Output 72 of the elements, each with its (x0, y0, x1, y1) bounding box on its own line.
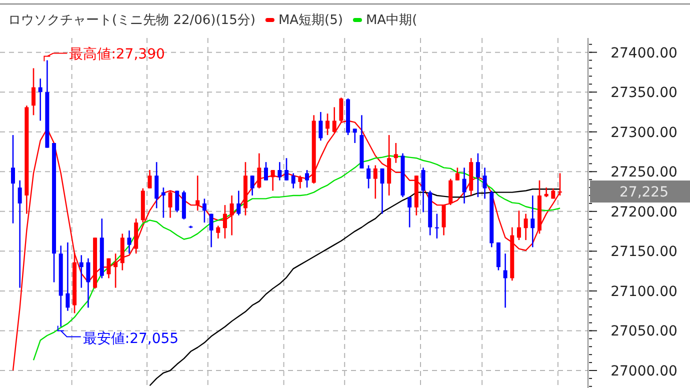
candlestick (66, 242, 70, 312)
candlestick (284, 157, 288, 182)
candlestick (38, 78, 42, 122)
candlestick (230, 194, 234, 236)
candlestick (448, 178, 453, 206)
y-tick-label: 27400.00 (610, 45, 678, 62)
candlestick (394, 142, 398, 164)
y-tick-label: 27250.00 (610, 164, 678, 181)
candlestick (250, 174, 254, 196)
candlestick (196, 174, 200, 212)
annotation: 最安値:27,055 (82, 330, 179, 347)
candlestick (373, 164, 378, 200)
chart-title: ロウソクチャート(ミニ先物 22/06)(15分) (8, 13, 256, 28)
y-tick-label: 27000.00 (610, 364, 678, 380)
candlestick (455, 167, 460, 182)
candlestick (366, 164, 371, 189)
candlestick (476, 152, 480, 198)
candlestick (11, 134, 15, 224)
candlestick (326, 112, 330, 136)
candlestick (352, 128, 357, 144)
candlestick (106, 258, 111, 279)
candlestick (503, 252, 508, 308)
candlestick (161, 186, 166, 218)
candlestick (222, 204, 227, 240)
candlestick (236, 190, 241, 216)
candlestick (298, 174, 302, 189)
candlestick (421, 167, 426, 213)
candlestick (86, 258, 90, 308)
candlestick (114, 252, 118, 288)
y-tick-label: 27100.00 (610, 284, 678, 300)
candlestick (18, 180, 22, 288)
line-series (32, 155, 561, 361)
legend-label: MA中期( (366, 13, 418, 28)
legend-item: MA短期(5) (265, 13, 343, 28)
candlestick (305, 169, 310, 188)
candlestick (257, 152, 262, 189)
candlestick (530, 194, 535, 248)
candlestick (270, 169, 275, 192)
candlestick (168, 190, 172, 218)
candlestick (380, 168, 384, 214)
candlestick (551, 188, 556, 200)
candlestick (291, 172, 296, 189)
annotation-high: 最高値:27,390 (44, 46, 165, 62)
candlestick (264, 161, 268, 182)
candlestick (482, 167, 487, 200)
y-tick-label: 27150.00 (610, 244, 678, 260)
y-tick-label: 27050.00 (610, 324, 678, 340)
candlestick (524, 213, 528, 241)
candlestick (462, 167, 466, 204)
candlestick (434, 213, 439, 240)
candlestick (154, 161, 159, 209)
candlestick (175, 190, 180, 213)
text: 27,225 (620, 184, 668, 201)
candlestick (318, 111, 323, 142)
candlestick (148, 169, 152, 189)
candlestick (79, 254, 84, 288)
candlestick (442, 204, 446, 236)
candlestick (32, 68, 36, 116)
y-tick-label: 27200.00 (610, 204, 678, 220)
candlestick (127, 230, 132, 254)
candlestick (209, 213, 214, 248)
annotation: 最高値:27,390 (69, 46, 165, 62)
candlestick (544, 186, 548, 198)
y-tick-label: 27300.00 (610, 124, 678, 141)
candlestick (408, 196, 412, 228)
candlestick (516, 210, 521, 241)
legend-item: MA中期( (352, 13, 418, 28)
candlestick (216, 225, 220, 240)
y-tick-label: 27350.00 (610, 85, 678, 102)
legend-label: MA短期(5) (278, 13, 343, 28)
candlestick (278, 161, 282, 182)
candlestick (202, 198, 206, 224)
